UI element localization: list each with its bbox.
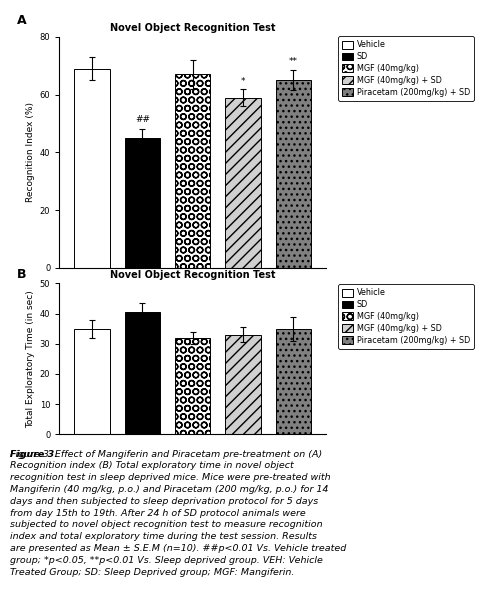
Text: **: ** [289, 57, 298, 66]
Bar [276, 80, 311, 268]
Y-axis label: Total Exploratory Time (in sec): Total Exploratory Time (in sec) [27, 290, 36, 428]
Bar [225, 334, 261, 434]
Bar [75, 69, 110, 268]
Text: *: * [241, 77, 245, 86]
Bar [124, 312, 160, 434]
Bar [225, 97, 261, 268]
Text: Figure 3.: Figure 3. [10, 450, 58, 459]
Title: Novel Object Recognition Test: Novel Object Recognition Test [110, 270, 276, 280]
Y-axis label: Recognition Index (%): Recognition Index (%) [27, 102, 36, 203]
Text: B: B [17, 268, 26, 282]
Bar [124, 138, 160, 268]
Title: Novel Object Recognition Test: Novel Object Recognition Test [110, 23, 276, 33]
Text: Figure 3. Effect of Mangiferin and Piracetam pre-treatment on (A)
Recognition in: Figure 3. Effect of Mangiferin and Pirac… [10, 450, 346, 577]
Bar [175, 75, 210, 268]
Bar [75, 328, 110, 434]
Text: ##: ## [135, 115, 150, 124]
Text: A: A [17, 14, 26, 27]
Bar [276, 328, 311, 434]
Legend: Vehicle, SD, MGF (40mg/kg), MGF (40mg/kg) + SD, Piracetam (200mg/kg) + SD: Vehicle, SD, MGF (40mg/kg), MGF (40mg/kg… [338, 36, 474, 100]
Bar [175, 338, 210, 434]
Legend: Vehicle, SD, MGF (40mg/kg), MGF (40mg/kg) + SD, Piracetam (200mg/kg) + SD: Vehicle, SD, MGF (40mg/kg), MGF (40mg/kg… [338, 285, 474, 349]
